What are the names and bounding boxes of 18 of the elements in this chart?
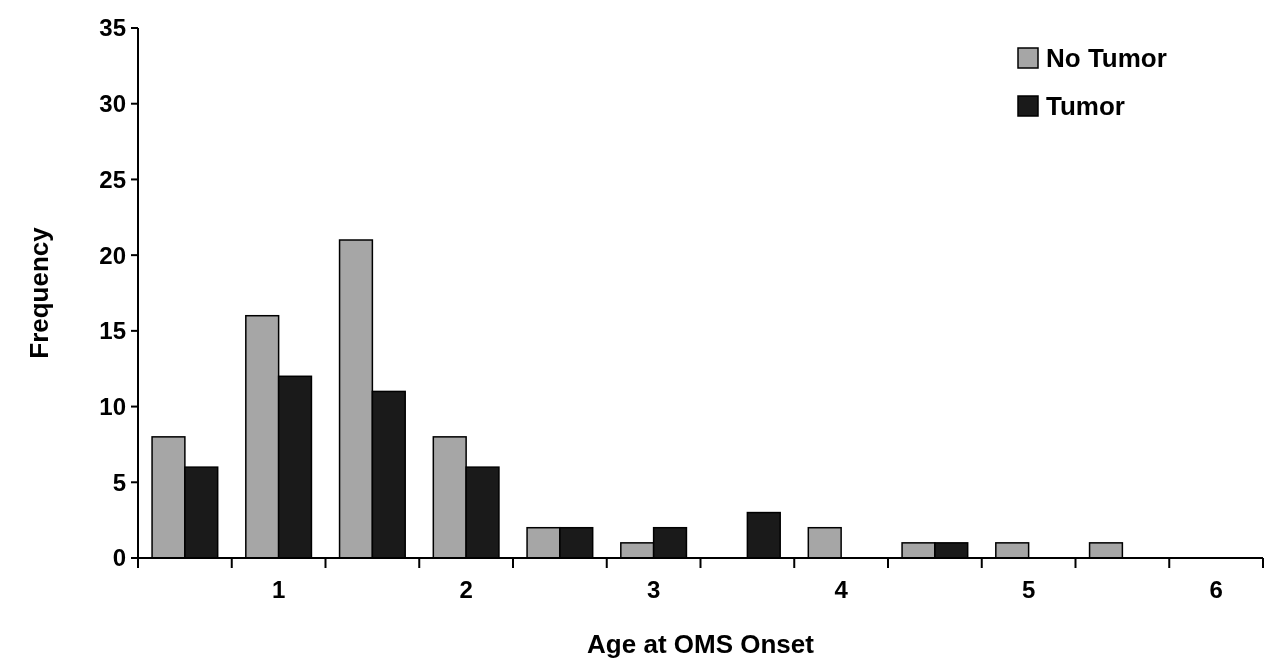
x-tick-label: 1 bbox=[271, 576, 286, 603]
y-tick-label: 25 bbox=[99, 165, 126, 193]
legend-label: No Tumor bbox=[1046, 43, 1167, 74]
y-tick-label: 20 bbox=[99, 241, 126, 269]
y-tick-label: 10 bbox=[99, 392, 126, 420]
y-tick-label: 0 bbox=[112, 544, 126, 572]
x-axis-title: Age at OMS Onset bbox=[587, 629, 815, 659]
y-tick-label: 5 bbox=[112, 468, 126, 496]
y-tick-label: 30 bbox=[99, 90, 126, 118]
y-tick-label: 35 bbox=[99, 14, 126, 42]
y-tick-label: 15 bbox=[99, 317, 126, 345]
x-tick-label: 6 bbox=[1209, 576, 1223, 603]
x-tick-label: 2 bbox=[459, 576, 473, 603]
x-tick-label: 3 bbox=[646, 576, 661, 603]
y-axis-title: Frequency bbox=[24, 226, 54, 359]
legend-label: Tumor bbox=[1046, 91, 1125, 122]
x-tick-label: 4 bbox=[834, 576, 849, 603]
x-tick-label: 5 bbox=[1021, 576, 1036, 603]
